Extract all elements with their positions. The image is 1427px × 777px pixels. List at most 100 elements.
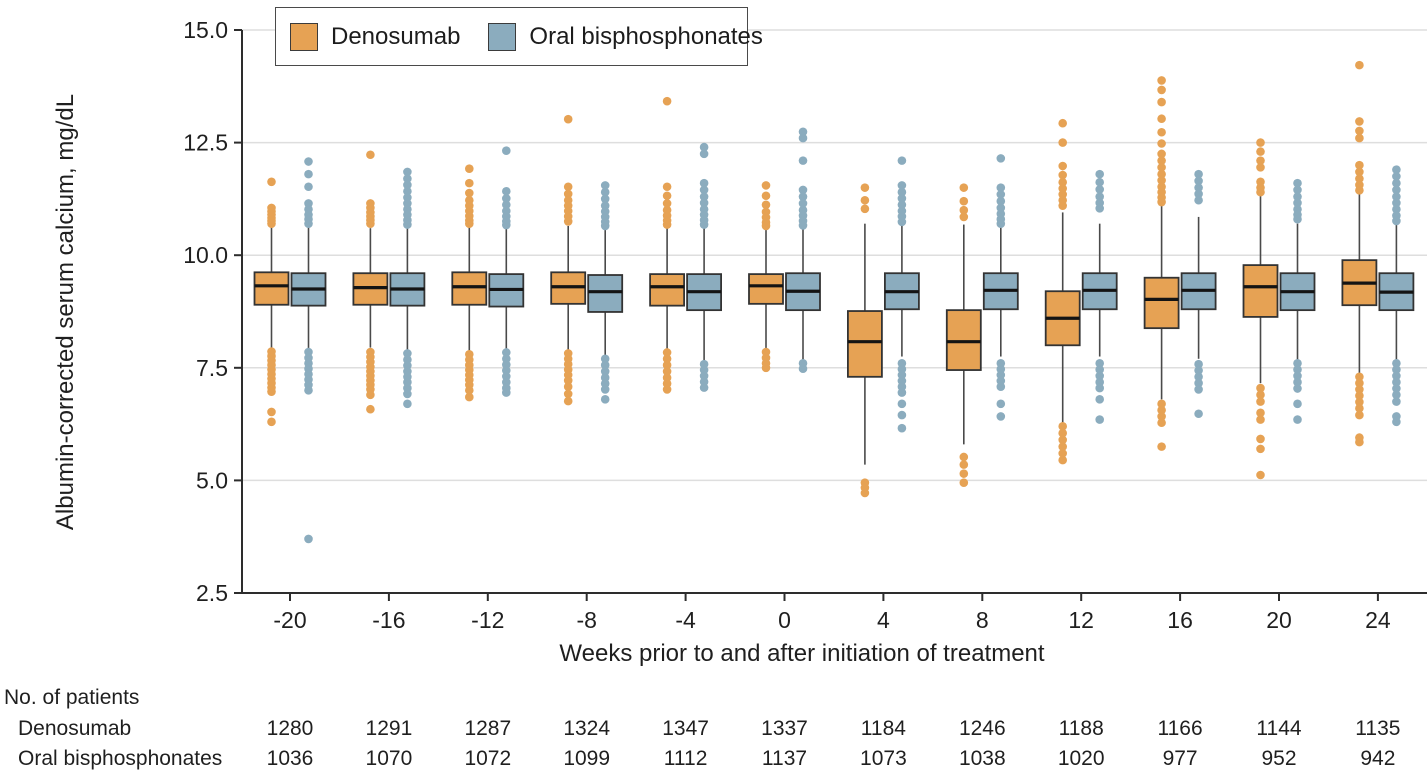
outlier-dot <box>860 183 870 192</box>
outlier-dot <box>959 452 969 462</box>
outlier-dot <box>699 220 709 229</box>
outlier-dot <box>761 221 771 231</box>
outlier-dot <box>1256 397 1265 406</box>
box <box>451 271 488 306</box>
outlier-dot <box>403 220 412 229</box>
outlier-dot <box>1256 138 1265 147</box>
patient-count-cell: 1137 <box>761 747 808 770</box>
outlier-dot <box>502 388 511 397</box>
outlier-dot <box>1355 167 1364 177</box>
outlier-dot <box>1095 395 1104 404</box>
outlier-dot <box>600 187 610 197</box>
outlier-dot <box>465 164 474 174</box>
outlier-dot <box>798 221 808 230</box>
outlier-dot <box>1256 408 1265 418</box>
x-tick-label: -12 <box>471 607 504 633</box>
outlier-dot <box>600 367 610 376</box>
outlier-dot <box>1256 147 1265 156</box>
outlier-dot <box>1256 434 1265 444</box>
outlier-dot <box>1095 177 1104 187</box>
outlier-dot <box>502 194 511 203</box>
outlier-dot <box>1194 372 1203 382</box>
outlier-dot <box>1293 198 1302 208</box>
outlier-dot <box>897 410 907 420</box>
outlier-dot <box>403 174 412 183</box>
outlier-dot <box>996 382 1006 392</box>
outlier-dot <box>699 185 709 195</box>
outlier-dot <box>1095 365 1104 374</box>
box <box>587 274 624 313</box>
patient-count-cell: 1135 <box>1355 717 1401 740</box>
outlier-dot <box>699 149 709 159</box>
x-tick-label: 16 <box>1167 607 1193 633</box>
outlier-dot <box>366 404 375 414</box>
outlier-dot <box>502 200 511 210</box>
boxplot-svg: 2.5 5.0 7.5 10.0 12.5 15.0 -20 -16 -12 -8 -4 0 4 8 12 1… <box>183 17 1427 633</box>
outlier-dot <box>563 189 573 199</box>
outlier-dot <box>897 423 907 433</box>
outlier-dot <box>1355 117 1364 126</box>
outlier-dot <box>798 199 808 208</box>
outlier-dot <box>366 390 375 400</box>
x-tick-label: 12 <box>1068 607 1094 633</box>
outlier-dot <box>662 191 672 201</box>
legend-box: Denosumab Oral bisphosphonates <box>275 7 763 66</box>
outlier-dot <box>1157 156 1166 165</box>
outlier-dot <box>1157 405 1166 415</box>
outlier-dot <box>662 367 672 376</box>
outlier-dot <box>1256 383 1265 393</box>
outlier-dot <box>1392 358 1401 368</box>
outlier-dot <box>897 399 907 409</box>
outlier-dot <box>1392 377 1401 387</box>
outlier-dot <box>959 478 969 487</box>
outlier-dot <box>1293 399 1302 409</box>
outlier-dot <box>563 114 573 124</box>
outlier-dot <box>502 146 511 156</box>
outlier-dot <box>897 194 907 203</box>
outlier-dot <box>1355 397 1364 407</box>
patient-count-cell: 1166 <box>1157 717 1203 740</box>
series-denosumab <box>253 60 1378 498</box>
outlier-dot <box>366 150 375 160</box>
outlier-dot <box>1194 183 1203 192</box>
outlier-dot <box>1392 384 1401 393</box>
outlier-dot <box>1293 384 1302 393</box>
outlier-dot <box>267 387 276 396</box>
outlier-dot <box>959 205 969 215</box>
x-tick-label: -4 <box>675 607 696 633</box>
outlier-dot <box>1355 174 1364 183</box>
outlier-dot <box>1355 60 1364 70</box>
outlier-dot <box>1256 390 1265 400</box>
outlier-dot <box>1256 415 1265 424</box>
x-tick-label: -20 <box>273 607 306 633</box>
legend-item-oral-bisphosphonates: Oral bisphosphonates <box>488 22 763 51</box>
outlier-dot <box>563 182 573 192</box>
outlier-dot <box>996 412 1006 421</box>
outlier-dot <box>662 199 672 208</box>
outlier-dot <box>304 169 313 179</box>
outlier-dot <box>1157 399 1166 409</box>
outlier-dot <box>465 188 474 198</box>
outlier-dot <box>1355 391 1364 401</box>
outlier-dot <box>1392 390 1401 400</box>
series-oral-bisphosphonates <box>290 127 1415 544</box>
outlier-dot <box>304 386 313 395</box>
denosumab-swatch <box>290 22 318 51</box>
outlier-dot <box>1194 378 1203 388</box>
outlier-dot <box>1095 358 1104 368</box>
outlier-dot <box>600 395 610 404</box>
outlier-dot <box>996 196 1006 206</box>
outlier-dot <box>1293 377 1302 387</box>
outlier-dot <box>1355 126 1364 136</box>
outlier-dot <box>959 469 969 478</box>
patient-count-cell: 942 <box>1360 747 1396 770</box>
outlier-dot <box>662 354 672 364</box>
patient-count-cell: 1287 <box>464 717 512 740</box>
outlier-dot <box>1392 198 1401 208</box>
box <box>1143 276 1180 330</box>
outlier-dot <box>465 178 474 188</box>
outlier-dot <box>600 385 610 394</box>
outlier-dot <box>1355 133 1364 143</box>
outlier-dot <box>403 399 412 409</box>
outlier-dot <box>1293 178 1302 188</box>
